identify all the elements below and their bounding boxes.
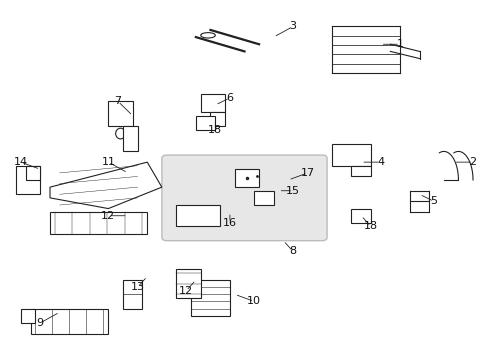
- Bar: [21, 309, 35, 323]
- Bar: [331, 144, 370, 166]
- Text: 3: 3: [289, 21, 296, 31]
- FancyBboxPatch shape: [162, 155, 326, 241]
- Bar: [176, 269, 201, 298]
- Bar: [26, 166, 40, 180]
- Bar: [196, 116, 215, 130]
- Text: 12: 12: [101, 211, 115, 221]
- Bar: [30, 309, 108, 334]
- Text: 14: 14: [14, 157, 28, 167]
- Text: 7: 7: [114, 96, 122, 107]
- Text: 9: 9: [37, 318, 44, 328]
- Bar: [191, 280, 229, 316]
- Text: 10: 10: [247, 296, 261, 306]
- Bar: [108, 102, 132, 126]
- Text: 8: 8: [289, 247, 296, 256]
- Text: 5: 5: [430, 197, 437, 206]
- Text: 18: 18: [363, 221, 377, 231]
- Text: 15: 15: [285, 186, 300, 196]
- Bar: [50, 212, 147, 234]
- Text: 12: 12: [179, 286, 193, 296]
- Bar: [234, 169, 259, 187]
- Ellipse shape: [201, 33, 215, 38]
- Polygon shape: [50, 162, 162, 208]
- Text: 2: 2: [468, 157, 476, 167]
- Text: 6: 6: [226, 93, 233, 103]
- Bar: [122, 126, 137, 152]
- Ellipse shape: [116, 128, 125, 139]
- Text: 13: 13: [130, 282, 144, 292]
- Text: 16: 16: [223, 218, 236, 228]
- Bar: [351, 166, 370, 176]
- Bar: [176, 205, 220, 226]
- Text: 1: 1: [396, 39, 403, 49]
- Text: 4: 4: [376, 157, 384, 167]
- Text: 17: 17: [300, 168, 314, 178]
- Bar: [210, 112, 224, 126]
- Bar: [122, 280, 142, 309]
- Bar: [16, 166, 40, 194]
- Text: 18: 18: [208, 125, 222, 135]
- Bar: [254, 191, 273, 205]
- Text: 11: 11: [101, 157, 115, 167]
- Bar: [201, 94, 224, 112]
- Bar: [351, 208, 370, 223]
